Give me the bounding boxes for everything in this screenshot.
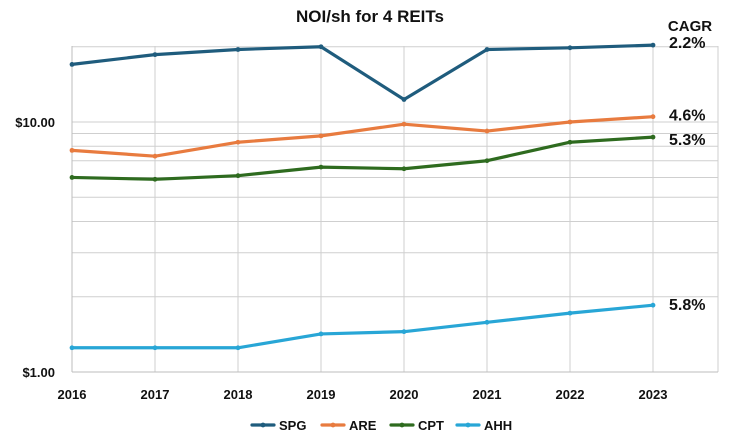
- data-point-spg: [152, 52, 158, 58]
- data-point-ahh: [401, 329, 407, 335]
- data-point-ahh: [69, 345, 75, 351]
- data-point-are: [401, 121, 407, 127]
- x-tick-label: 2020: [390, 387, 419, 402]
- legend-label-are: ARE: [349, 418, 377, 433]
- data-point-cpt: [69, 175, 75, 180]
- x-tick-label: 2021: [473, 387, 502, 402]
- data-point-are: [318, 133, 324, 139]
- data-point-spg: [69, 61, 75, 67]
- data-point-spg: [235, 47, 241, 52]
- legend-marker-are: [330, 422, 336, 428]
- legend-marker-cpt: [399, 422, 405, 428]
- cagr-label-cpt: 5.3%: [669, 132, 705, 149]
- data-point-spg: [650, 42, 656, 48]
- data-point-ahh: [650, 302, 656, 308]
- data-point-are: [152, 153, 158, 159]
- data-point-cpt: [235, 173, 241, 179]
- series-line-cpt: [70, 135, 655, 181]
- series-line-ahh: [70, 303, 655, 350]
- legend-marker-ahh: [465, 422, 471, 428]
- legend-label-cpt: CPT: [418, 418, 444, 433]
- data-point-ahh: [235, 345, 241, 351]
- data-point-cpt: [152, 176, 158, 182]
- x-tick-label: 2018: [224, 387, 253, 402]
- data-point-ahh: [484, 319, 490, 325]
- x-tick-label: 2023: [639, 387, 668, 402]
- data-point-ahh: [318, 331, 324, 337]
- data-point-are: [235, 139, 241, 145]
- legend-label-spg: SPG: [279, 418, 306, 433]
- x-tick-label: 2019: [307, 387, 336, 402]
- cagr-label-ahh: 5.8%: [669, 297, 705, 314]
- data-point-cpt: [401, 166, 407, 172]
- data-point-ahh: [567, 310, 573, 316]
- tick-labels: 2016 2017 2018 2019 2020 2021 2022 2023 $1.00 $10…: [15, 115, 667, 402]
- x-tick-label: 2022: [556, 387, 585, 402]
- cagr-header: CAGR: [668, 18, 712, 35]
- data-point-spg: [318, 44, 324, 50]
- data-point-cpt: [650, 134, 656, 140]
- data-point-ahh: [152, 345, 158, 351]
- y-tick-label: $1.00: [22, 365, 55, 380]
- legend: SPG ARE CPT AHH: [250, 418, 512, 433]
- x-tick-label: 2016: [58, 387, 87, 402]
- legend-label-ahh: AHH: [484, 418, 512, 433]
- data-point-are: [650, 114, 656, 120]
- data-point-are: [69, 147, 75, 153]
- data-point-spg: [401, 97, 407, 102]
- x-tick-label: 2017: [141, 387, 170, 402]
- series-line-spg: [70, 43, 655, 102]
- axes: [71, 46, 718, 373]
- y-tick-label: $10.00: [15, 115, 55, 130]
- data-point-spg: [567, 45, 573, 51]
- data-point-cpt: [484, 158, 490, 164]
- series-lines: [69, 42, 656, 351]
- data-point-cpt: [567, 139, 573, 145]
- data-point-spg: [484, 47, 490, 52]
- data-point-are: [484, 128, 490, 134]
- series-line-are: [70, 115, 655, 158]
- data-point-are: [567, 119, 573, 125]
- data-point-cpt: [318, 164, 324, 170]
- cagr-labels: 2.2% 4.6% 5.3% 5.8%: [669, 35, 705, 314]
- chart-title: NOI/sh for 4 REITs: [296, 7, 444, 26]
- legend-marker-spg: [260, 422, 266, 428]
- cagr-label-spg: 2.2%: [669, 35, 705, 52]
- cagr-label-are: 4.6%: [669, 108, 705, 125]
